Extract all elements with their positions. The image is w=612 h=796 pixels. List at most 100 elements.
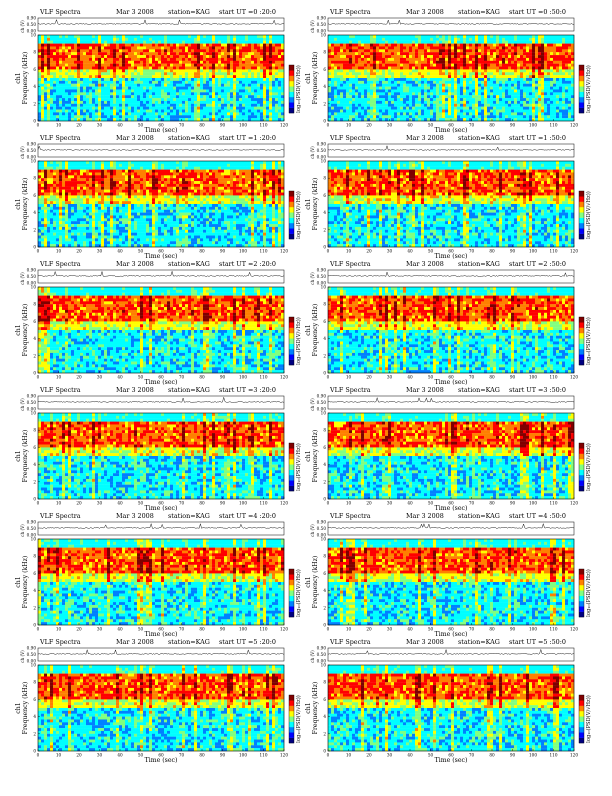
spectrogram-cell [95, 41, 98, 44]
spectrogram-cell [50, 55, 53, 58]
spectrogram-cell [38, 110, 41, 113]
spectrogram-cell [80, 35, 83, 38]
spectrogram-cell [53, 61, 56, 64]
spectrogram-cell [113, 72, 116, 75]
spectrogram-cell [104, 67, 107, 70]
spectrogram-cell [110, 38, 113, 41]
spectrogram-cell [83, 92, 86, 95]
spectrogram-cell [113, 46, 116, 49]
spectrogram-cell [128, 110, 131, 113]
spectrogram-cell [125, 75, 128, 78]
spectrogram-cell [71, 89, 74, 92]
spectrogram-cell [92, 104, 95, 107]
spectrogram-cell [38, 107, 41, 110]
spectrogram-cell [83, 84, 86, 87]
spectrogram-cell [119, 87, 122, 90]
spectrogram-cell [92, 61, 95, 64]
spectrogram-cell [116, 110, 119, 113]
spectrogram-cell [71, 98, 74, 101]
spectrogram-cell [113, 49, 116, 52]
spectrogram-cell [89, 72, 92, 75]
spectrogram-cell [122, 58, 125, 61]
spectrogram-cell [119, 92, 122, 95]
spectrogram-cell [86, 78, 89, 81]
spectrogram-cell [98, 92, 101, 95]
spectrogram-cell [101, 72, 104, 75]
spectrogram-cell [50, 112, 53, 115]
spectrogram-cell [41, 78, 44, 81]
spectrogram-cell [41, 101, 44, 104]
spectrogram-cell [71, 84, 74, 87]
spectrogram-cell [128, 92, 131, 95]
spectrogram-cell [53, 110, 56, 113]
spectrogram-cell [128, 95, 131, 98]
spectrogram-cell [122, 55, 125, 58]
spectrogram-cell [41, 81, 44, 84]
spectrogram-cell [92, 64, 95, 67]
spectrogram-cell [89, 67, 92, 70]
spectrogram-cell [59, 52, 62, 55]
spectrogram-cell [74, 107, 77, 110]
spectrogram-cell [77, 107, 80, 110]
spectrogram-cell [59, 67, 62, 70]
spectrogram-cell [68, 38, 71, 41]
spectrogram-cell [56, 95, 59, 98]
spectrogram-cell [80, 81, 83, 84]
spectrogram-cell [68, 104, 71, 107]
spectrogram-cell [68, 89, 71, 92]
spectrogram-cell [110, 61, 113, 64]
spectrogram-cell [80, 110, 83, 113]
spectrogram-cell [107, 81, 110, 84]
spectrogram-cell [107, 46, 110, 49]
spectrogram-cell [38, 49, 41, 52]
spectrogram-cell [44, 81, 47, 84]
spectrogram-cell [116, 87, 119, 90]
spectrogram-cell [56, 81, 59, 84]
channel-tick-label: 0.50 [27, 22, 37, 27]
spectrogram-cell [50, 72, 53, 75]
spectrogram-cell [53, 64, 56, 67]
spectrogram-cell [122, 110, 125, 113]
spectrogram-cell [38, 84, 41, 87]
spectrogram-cell [119, 52, 122, 55]
spectrogram-cell [101, 95, 104, 98]
spectrogram-cell [77, 118, 80, 121]
spectrogram-cell [113, 107, 116, 110]
spectrogram-cell [41, 92, 44, 95]
spectrogram-cell [119, 115, 122, 118]
spectrogram-cell [44, 118, 47, 121]
spectrogram-cell [116, 61, 119, 64]
spectrogram-cell [119, 67, 122, 70]
spectrogram-cell [65, 61, 68, 64]
spectrogram-cell [80, 112, 83, 115]
spectrogram-cell [122, 69, 125, 72]
spectrogram-cell [95, 110, 98, 113]
spectrogram-cell [74, 61, 77, 64]
spectrogram-cell [92, 49, 95, 52]
spectrogram-cell [56, 84, 59, 87]
spectrogram-cell [80, 92, 83, 95]
spectrogram-cell [68, 92, 71, 95]
spectrogram-cell [98, 52, 101, 55]
spectrogram-cell [74, 67, 77, 70]
spectrogram-cell [122, 44, 125, 47]
spectrogram-cell [104, 81, 107, 84]
spectrogram-cell [110, 84, 113, 87]
spectrogram-cell [38, 112, 41, 115]
spectrogram-cell [41, 44, 44, 47]
spectrogram-cell [41, 67, 44, 70]
spectrogram-cell [50, 67, 53, 70]
spectrogram-cell [68, 55, 71, 58]
spectrogram-cell [101, 69, 104, 72]
spectrogram-cell [65, 44, 68, 47]
spectrogram-cell [47, 78, 50, 81]
spectrogram-cell [89, 69, 92, 72]
spectrogram-cell [83, 115, 86, 118]
spectrogram-cell [44, 38, 47, 41]
spectrogram-cell [119, 35, 122, 38]
spectrogram-cell [89, 46, 92, 49]
spectrogram-cell [89, 112, 92, 115]
spectrogram-cell [95, 64, 98, 67]
spectrogram-cell [128, 52, 131, 55]
spectrogram-cell [98, 75, 101, 78]
